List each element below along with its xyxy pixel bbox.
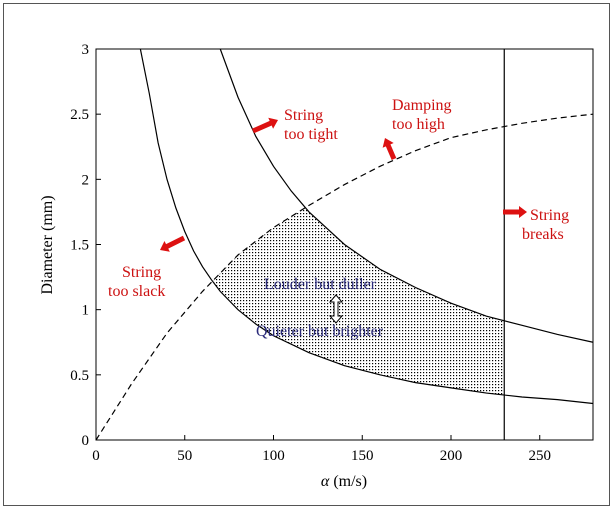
annotation-louder: Louder but duller xyxy=(264,276,377,293)
annotation-too-slack-line1: String xyxy=(122,264,161,281)
annotation-damping-line2: too high xyxy=(392,116,445,133)
y-tick-label: 2 xyxy=(82,172,90,188)
arrow-too-slack-icon xyxy=(160,235,186,252)
annotation-breaks-line1: String xyxy=(530,207,569,224)
x-tick-label: 0 xyxy=(92,448,100,464)
series-line-too-slack xyxy=(139,48,594,405)
annotation-too-tight-line1: String xyxy=(284,107,323,124)
y-axis-label: Diameter (mm) xyxy=(39,195,56,294)
x-tick-label: 100 xyxy=(262,448,285,464)
annotation-damping-line1: Damping xyxy=(392,97,452,114)
double-arrow-icon xyxy=(328,294,344,324)
arrow-breaks-icon xyxy=(503,206,527,218)
y-tick-label: 1.5 xyxy=(70,238,89,254)
x-axis-label: α (m/s) xyxy=(321,473,367,490)
x-tick-label: 250 xyxy=(529,448,552,464)
x-tick-label: 200 xyxy=(440,448,463,464)
series-line-damping xyxy=(95,113,594,441)
annotation-quieter: Quieter but brighter xyxy=(256,323,384,340)
x-tick-label: 150 xyxy=(351,448,374,464)
y-tick-label: 1 xyxy=(82,303,90,319)
y-tick-label: 3 xyxy=(82,42,90,58)
arrow-too-tight-icon xyxy=(251,117,278,134)
annotation-too-tight-line2: too tight xyxy=(284,126,338,143)
x-tick-label: 50 xyxy=(177,448,192,464)
annotation-too-slack-line2: too slack xyxy=(108,283,165,300)
y-tick-label: 2.5 xyxy=(70,107,89,123)
y-tick-label: 0.5 xyxy=(70,368,89,384)
y-tick-label: 0 xyxy=(82,433,90,449)
series-line-too-tight xyxy=(219,48,594,343)
annotation-breaks-line2: breaks xyxy=(522,226,564,243)
arrow-damping-icon xyxy=(382,138,397,160)
shaded-feasible-region xyxy=(213,207,505,396)
